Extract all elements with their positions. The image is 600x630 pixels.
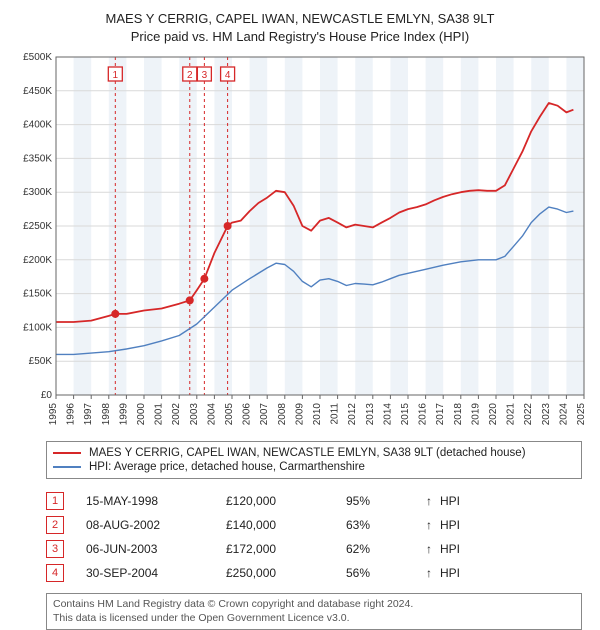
sale-date: 15-MAY-1998 <box>86 494 226 508</box>
sale-price: £120,000 <box>226 494 346 508</box>
svg-text:£150K: £150K <box>23 289 52 300</box>
svg-text:2011: 2011 <box>330 403 341 425</box>
svg-text:2009: 2009 <box>294 403 305 426</box>
svg-text:2: 2 <box>187 70 193 81</box>
sale-hpi-label: HPI <box>440 566 480 580</box>
svg-text:2014: 2014 <box>382 403 393 426</box>
svg-text:2015: 2015 <box>400 403 411 426</box>
svg-text:2004: 2004 <box>206 403 217 426</box>
svg-text:£50K: £50K <box>29 356 53 367</box>
svg-text:2010: 2010 <box>312 403 323 426</box>
sale-row: 2 08-AUG-2002£140,00063%↑HPI <box>46 513 582 537</box>
legend-label: MAES Y CERRIG, CAPEL IWAN, NEWCASTLE EML… <box>89 447 526 459</box>
sale-price: £140,000 <box>226 518 346 532</box>
sale-price: £172,000 <box>226 542 346 556</box>
svg-text:1995: 1995 <box>48 403 59 426</box>
sale-hpi-label: HPI <box>440 518 480 532</box>
svg-text:2007: 2007 <box>259 403 270 426</box>
svg-text:£300K: £300K <box>23 187 52 198</box>
svg-text:£400K: £400K <box>23 120 52 131</box>
svg-text:3: 3 <box>202 70 208 81</box>
sale-row: 3 06-JUN-2003£172,00062%↑HPI <box>46 537 582 561</box>
svg-text:2006: 2006 <box>242 403 253 426</box>
svg-text:4: 4 <box>225 70 231 81</box>
legend-swatch <box>53 452 81 454</box>
svg-text:2024: 2024 <box>558 403 569 426</box>
title-line2: Price paid vs. HM Land Registry's House … <box>10 28 590 46</box>
legend-swatch <box>53 466 81 468</box>
up-arrow-icon: ↑ <box>426 566 440 580</box>
title-line1: MAES Y CERRIG, CAPEL IWAN, NEWCASTLE EML… <box>10 10 590 28</box>
legend: MAES Y CERRIG, CAPEL IWAN, NEWCASTLE EML… <box>46 441 582 479</box>
svg-text:2008: 2008 <box>277 403 288 426</box>
sale-hpi-label: HPI <box>440 494 480 508</box>
svg-text:2025: 2025 <box>576 403 587 426</box>
footer-licence: Contains HM Land Registry data © Crown c… <box>46 593 582 630</box>
sale-date: 08-AUG-2002 <box>86 518 226 532</box>
svg-text:2013: 2013 <box>365 403 376 426</box>
legend-label: HPI: Average price, detached house, Carm… <box>89 461 365 473</box>
svg-text:1996: 1996 <box>66 403 77 426</box>
up-arrow-icon: ↑ <box>426 542 440 556</box>
svg-text:2020: 2020 <box>488 403 499 426</box>
svg-text:2016: 2016 <box>418 403 429 426</box>
sale-marker: 2 <box>46 516 64 534</box>
sale-row: 4 30-SEP-2004£250,00056%↑HPI <box>46 561 582 585</box>
svg-text:2019: 2019 <box>470 403 481 426</box>
svg-text:2002: 2002 <box>171 403 182 426</box>
sale-marker: 1 <box>46 492 64 510</box>
svg-text:£200K: £200K <box>23 255 52 266</box>
sale-date: 30-SEP-2004 <box>86 566 226 580</box>
svg-text:2017: 2017 <box>435 403 446 426</box>
legend-item: HPI: Average price, detached house, Carm… <box>53 460 575 474</box>
sale-ratio: 62% <box>346 542 426 556</box>
sale-row: 1 15-MAY-1998£120,00095%↑HPI <box>46 489 582 513</box>
svg-text:2023: 2023 <box>541 403 552 426</box>
svg-text:£450K: £450K <box>23 86 52 97</box>
chart-svg: £0 £50K £100K £150K £200K £250K £300K £350K £400… <box>10 51 590 431</box>
up-arrow-icon: ↑ <box>426 518 440 532</box>
price-chart: £0 £50K £100K £150K £200K £250K £300K £350K £400… <box>10 51 590 431</box>
svg-text:£500K: £500K <box>23 52 52 63</box>
sale-ratio: 95% <box>346 494 426 508</box>
svg-text:£350K: £350K <box>23 153 52 164</box>
svg-text:2022: 2022 <box>523 403 534 426</box>
sale-ratio: 63% <box>346 518 426 532</box>
svg-text:£0: £0 <box>41 390 53 401</box>
svg-text:1: 1 <box>113 70 119 81</box>
svg-text:2012: 2012 <box>347 403 358 426</box>
up-arrow-icon: ↑ <box>426 494 440 508</box>
svg-text:1998: 1998 <box>101 403 112 426</box>
sale-price: £250,000 <box>226 566 346 580</box>
svg-text:1997: 1997 <box>83 403 94 426</box>
svg-text:£100K: £100K <box>23 322 52 333</box>
footer-line2: This data is licensed under the Open Gov… <box>53 612 575 626</box>
sale-date: 06-JUN-2003 <box>86 542 226 556</box>
svg-text:2018: 2018 <box>453 403 464 426</box>
svg-text:2005: 2005 <box>224 403 235 426</box>
svg-text:2003: 2003 <box>189 403 200 426</box>
sales-table: 115-MAY-1998£120,00095%↑HPI208-AUG-2002£… <box>46 489 582 585</box>
svg-text:£250K: £250K <box>23 221 52 232</box>
svg-text:2000: 2000 <box>136 403 147 426</box>
chart-title: MAES Y CERRIG, CAPEL IWAN, NEWCASTLE EML… <box>10 10 590 45</box>
svg-text:1999: 1999 <box>118 403 129 426</box>
svg-text:2001: 2001 <box>154 403 165 426</box>
footer-line1: Contains HM Land Registry data © Crown c… <box>53 598 575 612</box>
sale-ratio: 56% <box>346 566 426 580</box>
sale-marker: 4 <box>46 564 64 582</box>
svg-text:2021: 2021 <box>506 403 517 426</box>
sale-hpi-label: HPI <box>440 542 480 556</box>
legend-item: MAES Y CERRIG, CAPEL IWAN, NEWCASTLE EML… <box>53 446 575 460</box>
sale-marker: 3 <box>46 540 64 558</box>
